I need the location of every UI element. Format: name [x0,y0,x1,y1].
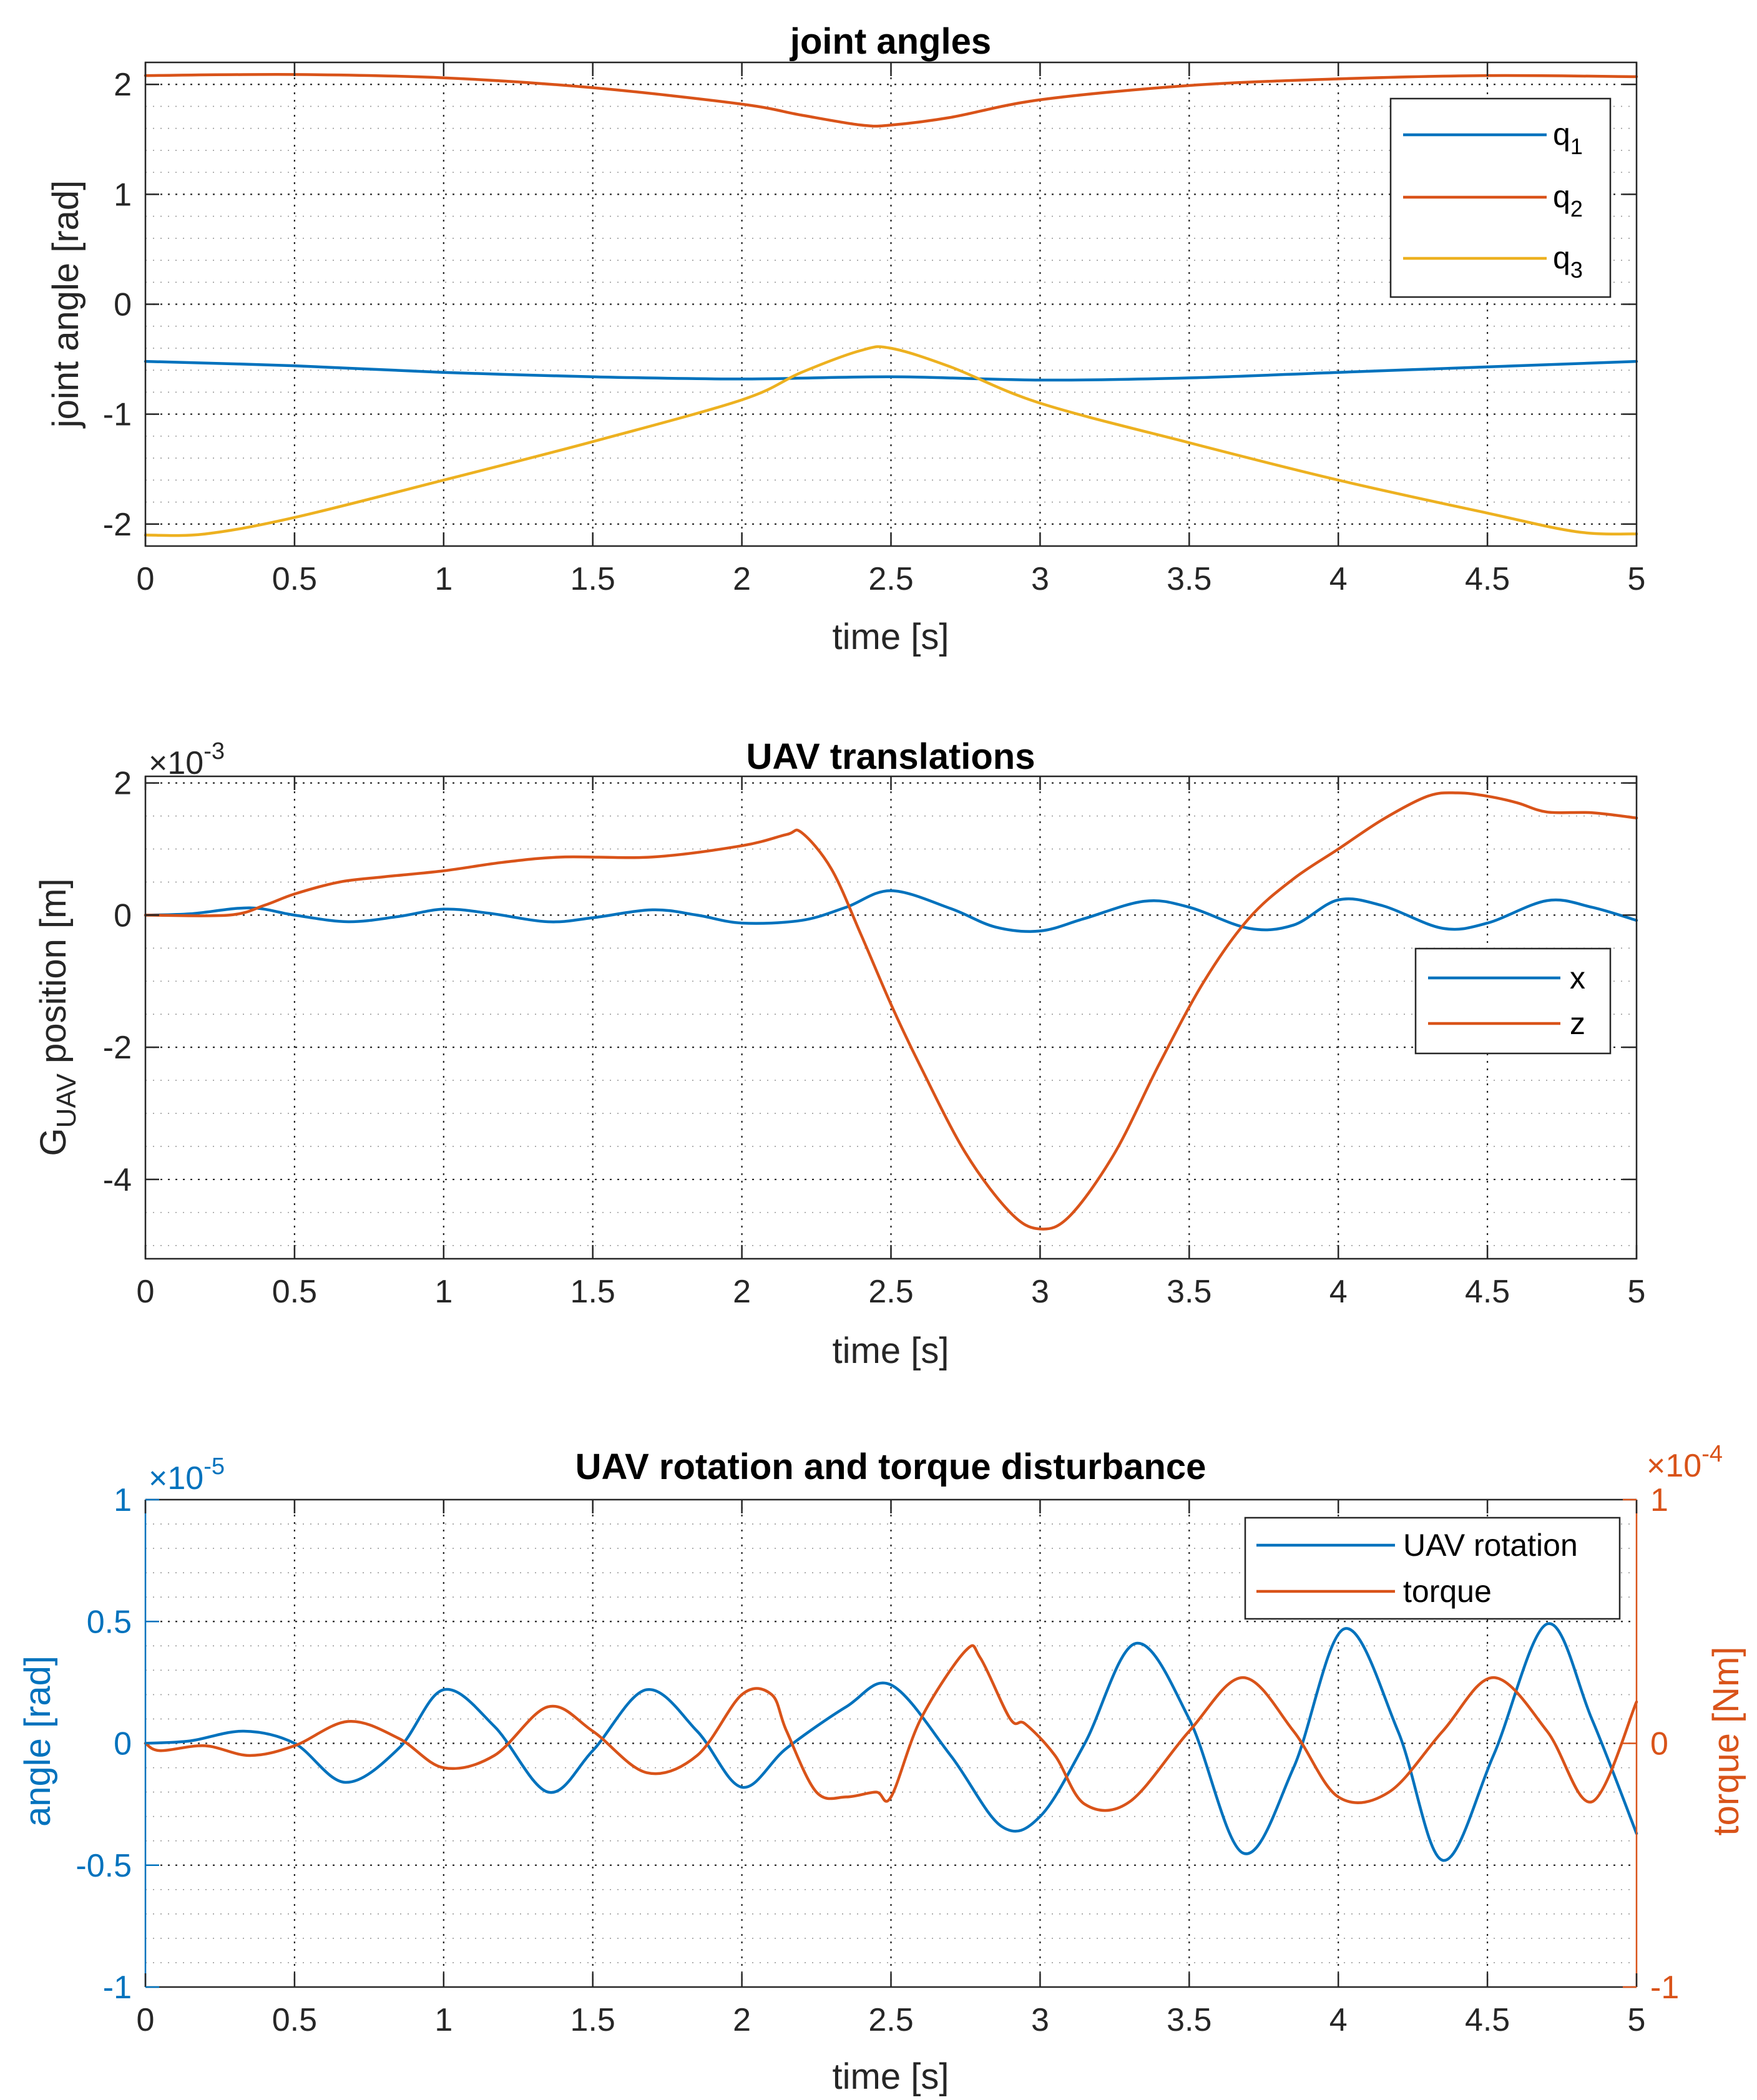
joint-angles-ticks: 0 0.5 1 1.5 2 2.5 3 3.5 4 4.5 5 -2 -1 0 1 2 [103,62,1646,597]
y-tick-label: 1 [114,177,132,213]
x-tick-label: 1 [434,561,453,597]
uav-translations-exponent: ×10-3 [149,738,225,781]
series-line-z [144,791,1638,1231]
joint-angles-legend: q1 q2 q3 [1389,97,1612,298]
x-tick-label: 0 [137,2002,155,2038]
y-tick-label: -1 [103,1970,132,2006]
legend-label-q1: q1 [1553,117,1583,159]
x-tick-label: 3 [1031,561,1049,597]
x-tick-label: 3 [1031,2002,1049,2038]
uav-rotation-legend: UAV rotation torque [1244,1516,1621,1620]
x-tick-label: 2 [733,2002,751,2038]
y-tick-label: 0 [114,897,132,934]
uav-rotation-panel: 0 0.5 1 1.5 2 2.5 3 3.5 4 4.5 5-1-0.500.51-101 UAV… [17,1441,1746,2097]
uav-translations-panel: 0 0.5 1 1.5 2 2.5 3 3.5 4 4.5 5 -4 -2 0 2 UAV translat… [33,736,1645,1371]
x-tick-label: 1.5 [570,561,615,597]
y-tick-label: 0 [114,287,132,323]
uav-translations-xlabel: time [s] [833,1331,949,1371]
x-tick-label: 4.5 [1465,561,1510,597]
legend-label-x: x [1570,960,1585,995]
uav-rotation-legend-box [1244,1516,1621,1620]
x-tick-label: 3.5 [1167,2002,1211,2038]
legend-label-q2: q2 [1553,179,1583,222]
y-tick-label: -0.5 [76,1848,132,1884]
x-tick-label: 0 [137,1274,155,1310]
x-tick-label: 1 [434,2002,453,2038]
x-tick-label: 2.5 [868,561,913,597]
x-tick-label: 1.5 [570,1274,615,1310]
x-tick-label: 3.5 [1167,1274,1211,1310]
x-tick-label: 2 [733,1274,751,1310]
x-tick-label: 1.5 [570,2002,615,2038]
x-tick-label: 2.5 [868,1274,913,1310]
x-tick-label: 2 [733,561,751,597]
x-tick-label: 0 [137,561,155,597]
series-line-x [144,889,1638,933]
x-tick-label: 5 [1628,2002,1646,2038]
y-tick-label: 0.5 [87,1604,132,1640]
x-tick-label: 0.5 [272,1274,317,1310]
uav-rotation-xlabel: time [s] [833,2056,949,2097]
series-line-uav-rotation [144,1622,1638,1862]
x-tick-label: 0.5 [272,2002,317,2038]
uav-rotation-ticks: 0 0.5 1 1.5 2 2.5 3 3.5 4 4.5 5-1-0.500.51-101 [76,1482,1679,2038]
x-tick-label: 1 [434,1274,453,1310]
y-right-tick-label: -1 [1650,1970,1679,2006]
y-tick-label: -4 [103,1162,132,1198]
y-right-tick-label: 1 [1650,1482,1668,1518]
series-line-torque [144,1644,1638,1812]
uav-rotation-right-ylabel: torque [Nm] [1706,1647,1746,1836]
y-tick-label: -2 [103,1030,132,1066]
joint-angles-xlabel: time [s] [833,617,949,657]
x-tick-label: 4 [1329,561,1348,597]
x-tick-label: 3 [1031,1274,1049,1310]
uav-translations-title: UAV translations [746,736,1035,777]
joint-angles-ylabel: joint angle [rad] [46,180,86,429]
joint-angles-title: joint angles [790,21,991,62]
y-tick-label: -2 [103,507,132,543]
legend-label-z: z [1570,1006,1585,1041]
series-line-q3 [144,345,1638,537]
x-tick-label: 5 [1628,561,1646,597]
x-tick-label: 0.5 [272,561,317,597]
x-tick-label: 4 [1329,1274,1348,1310]
uav-translations-lines [144,791,1638,1231]
x-tick-label: 3.5 [1167,561,1211,597]
uav-translations-legend-box [1414,947,1612,1055]
uav-translations-ylabel: GUAV position [m] [33,878,82,1156]
uav-rotation-lines [144,1622,1638,1862]
y-tick-label: 1 [114,1482,132,1518]
uav-rotation-right-exponent: ×10-4 [1647,1441,1723,1484]
y-right-tick-label: 0 [1650,1726,1668,1762]
y-tick-label: 2 [114,766,132,802]
uav-translations-ticks: 0 0.5 1 1.5 2 2.5 3 3.5 4 4.5 5 -4 -2 0 2 [103,766,1646,1310]
series-line-q1 [144,359,1638,382]
joint-angles-lines [144,73,1638,537]
joint-angles-grid [145,62,1637,546]
series-line-q2 [144,73,1638,128]
x-tick-label: 4.5 [1465,1274,1510,1310]
uav-rotation-grid [145,1500,1637,1987]
x-tick-label: 4.5 [1465,2002,1510,2038]
x-tick-label: 4 [1329,2002,1348,2038]
y-tick-label: 0 [114,1726,132,1762]
legend-label-torque: torque [1403,1574,1492,1609]
uav-rotation-left-exponent: ×10-5 [149,1453,225,1497]
y-tick-label: -1 [103,397,132,433]
x-tick-label: 5 [1628,1274,1646,1310]
legend-label-q3: q3 [1553,240,1583,283]
y-tick-label: 2 [114,67,132,103]
joint-angles-panel: 0 0.5 1 1.5 2 2.5 3 3.5 4 4.5 5 -2 -1 0 1 2 joint angle… [46,21,1645,657]
uav-rotation-left-ylabel: angle [rad] [17,1656,58,1827]
legend-label-uav-rotation: UAV rotation [1403,1528,1578,1563]
uav-translations-legend: x z [1414,947,1612,1055]
x-tick-label: 2.5 [868,2002,913,2038]
uav-rotation-title: UAV rotation and torque disturbance [575,1447,1206,1487]
